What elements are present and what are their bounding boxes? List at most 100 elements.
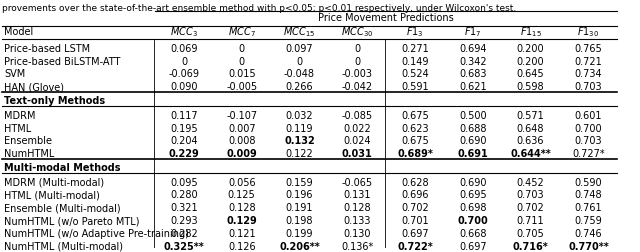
Text: 0: 0 [354,56,360,67]
Text: 0.690: 0.690 [459,136,486,146]
Text: NumHTML (w/o Adaptive Pre-training): NumHTML (w/o Adaptive Pre-training) [4,229,189,239]
Text: $F1_7$: $F1_7$ [464,26,482,39]
Text: 0.590: 0.590 [575,178,602,188]
Text: 0.131: 0.131 [344,191,371,201]
Text: 0.765: 0.765 [575,44,602,54]
Text: 0.636: 0.636 [517,136,545,146]
Text: 0.675: 0.675 [401,136,429,146]
Text: 0.022: 0.022 [344,123,371,134]
Text: 0.703: 0.703 [575,82,602,92]
Text: HTML (Multi-modal): HTML (Multi-modal) [4,191,100,201]
Text: 0.761: 0.761 [575,203,602,213]
Text: 0.090: 0.090 [170,82,198,92]
Text: 0.132: 0.132 [284,136,315,146]
Text: 0.024: 0.024 [344,136,371,146]
Text: 0.727*: 0.727* [572,149,605,159]
Text: 0.342: 0.342 [459,56,486,67]
Text: 0.128: 0.128 [344,203,371,213]
Text: 0.524: 0.524 [401,69,429,79]
Text: $F1_{30}$: $F1_{30}$ [577,26,600,39]
Text: -0.048: -0.048 [284,69,315,79]
Text: $MCC_{30}$: $MCC_{30}$ [341,26,373,39]
Text: 0.703: 0.703 [575,136,602,146]
Text: 0.149: 0.149 [401,56,429,67]
Text: SVM: SVM [4,69,25,79]
Text: $MCC_{15}$: $MCC_{15}$ [284,26,316,39]
Text: 0.133: 0.133 [344,216,371,226]
Text: 0.700: 0.700 [575,123,602,134]
Text: 0.452: 0.452 [516,178,545,188]
Text: 0.159: 0.159 [285,178,314,188]
Text: 0.601: 0.601 [575,111,602,121]
Text: 0: 0 [239,56,244,67]
Text: 0.195: 0.195 [170,123,198,134]
Text: 0.198: 0.198 [285,216,313,226]
Text: 0.697: 0.697 [459,242,486,252]
Text: 0.698: 0.698 [459,203,486,213]
Text: 0.722*: 0.722* [397,242,433,252]
Text: 0.645: 0.645 [517,69,545,79]
Text: provements over the state-of-the-art ensemble method with p<0.05; p<0.01 respect: provements over the state-of-the-art ens… [2,4,516,13]
Text: 0: 0 [239,44,244,54]
Text: 0.129: 0.129 [227,216,257,226]
Text: 0: 0 [181,56,187,67]
Text: -0.107: -0.107 [226,111,257,121]
Text: 0.266: 0.266 [285,82,314,92]
Text: 0.325**: 0.325** [164,242,204,252]
Text: NumHTML (w/o Pareto MTL): NumHTML (w/o Pareto MTL) [4,216,140,226]
Text: 0.716*: 0.716* [513,242,548,252]
Text: 0.128: 0.128 [228,203,255,213]
Text: 0.008: 0.008 [228,136,255,146]
Text: 0.136*: 0.136* [341,242,373,252]
Text: 0.701: 0.701 [401,216,429,226]
Text: 0.271: 0.271 [401,44,429,54]
Text: 0.711: 0.711 [517,216,545,226]
Text: 0.009: 0.009 [227,149,257,159]
Text: -0.065: -0.065 [342,178,373,188]
Text: 0.229: 0.229 [168,149,199,159]
Text: 0.668: 0.668 [459,229,486,239]
Text: 0.191: 0.191 [285,203,313,213]
Text: 0.056: 0.056 [228,178,255,188]
Text: $F1_{15}$: $F1_{15}$ [520,26,541,39]
Text: 0.121: 0.121 [228,229,255,239]
Text: 0: 0 [354,44,360,54]
Text: 0.500: 0.500 [459,111,486,121]
Text: 0.705: 0.705 [516,229,545,239]
Text: HTML: HTML [4,123,31,134]
Text: 0: 0 [296,56,303,67]
Text: $MCC_7$: $MCC_7$ [228,26,255,39]
Text: 0.117: 0.117 [170,111,198,121]
Text: 0.695: 0.695 [459,191,486,201]
Text: 0.702: 0.702 [401,203,429,213]
Text: 0.703: 0.703 [517,191,545,201]
Text: 0.196: 0.196 [285,191,313,201]
Text: 0.746: 0.746 [575,229,602,239]
Text: Price Movement Predictions: Price Movement Predictions [318,13,454,23]
Text: 0.748: 0.748 [575,191,602,201]
Text: 0.571: 0.571 [516,111,545,121]
Text: 0.095: 0.095 [170,178,198,188]
Text: 0.648: 0.648 [517,123,545,134]
Text: 0.621: 0.621 [459,82,486,92]
Text: 0.282: 0.282 [170,229,198,239]
Text: 0.031: 0.031 [342,149,372,159]
Text: 0.598: 0.598 [517,82,545,92]
Text: 0.683: 0.683 [459,69,486,79]
Text: 0.690: 0.690 [459,178,486,188]
Text: MDRM (Multi-modal): MDRM (Multi-modal) [4,178,104,188]
Text: 0.280: 0.280 [170,191,198,201]
Text: Ensemble (Multi-modal): Ensemble (Multi-modal) [4,203,120,213]
Text: Ensemble: Ensemble [4,136,52,146]
Text: Price-based LSTM: Price-based LSTM [4,44,90,54]
Text: 0.007: 0.007 [228,123,255,134]
Text: -0.042: -0.042 [342,82,373,92]
Text: NumHTML: NumHTML [4,149,54,159]
Text: 0.321: 0.321 [170,203,198,213]
Text: 0.130: 0.130 [344,229,371,239]
Text: 0.015: 0.015 [228,69,255,79]
Text: 0.623: 0.623 [401,123,429,134]
Text: 0.206**: 0.206** [279,242,320,252]
Text: -0.005: -0.005 [226,82,257,92]
Text: MDRM: MDRM [4,111,35,121]
